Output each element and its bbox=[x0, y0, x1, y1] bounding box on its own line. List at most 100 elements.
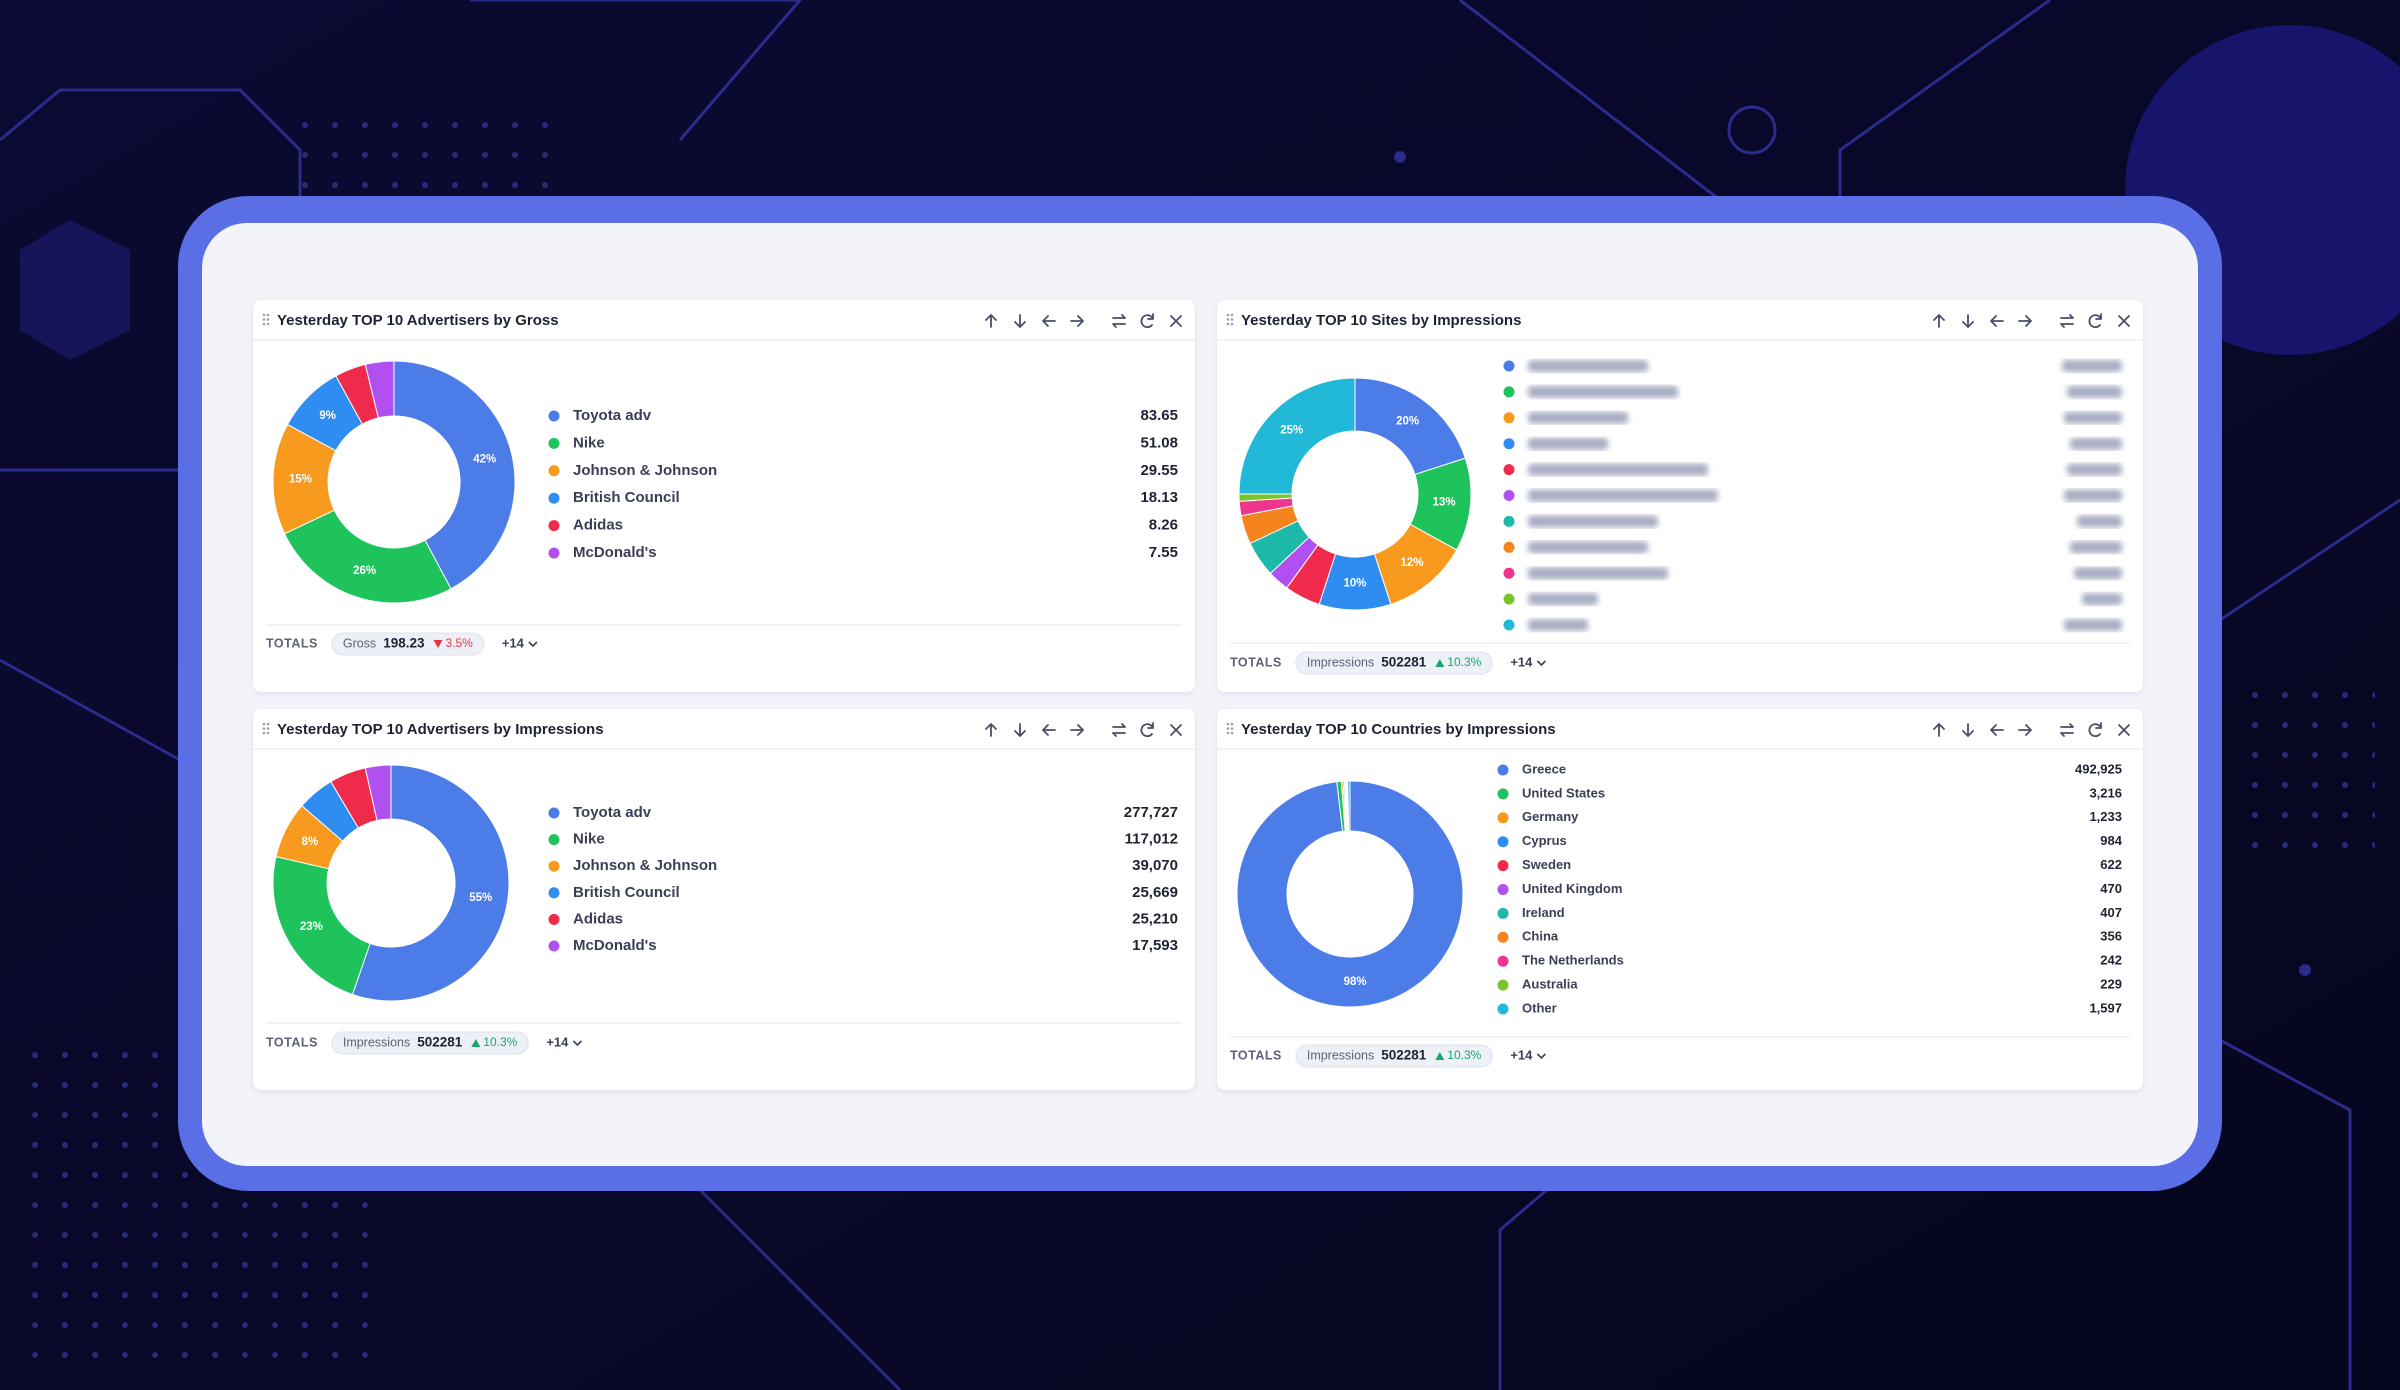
legend-value: 17,593 bbox=[1132, 937, 1178, 954]
legend-label[interactable]: Adidas bbox=[573, 910, 623, 927]
icon-up[interactable] bbox=[985, 314, 997, 328]
icon-swap[interactable] bbox=[1112, 314, 1126, 328]
icon-left[interactable] bbox=[1042, 724, 1056, 736]
icon-down[interactable] bbox=[1014, 723, 1026, 737]
legend-label[interactable]: British Council bbox=[573, 489, 680, 506]
donut-slice bbox=[351, 764, 510, 1002]
totals-metric: Impressions bbox=[343, 1035, 410, 1049]
totals-change: 10.3% bbox=[1447, 1048, 1481, 1062]
legend-label[interactable]: Australia bbox=[1522, 977, 1578, 992]
totals-value: 502281 bbox=[1381, 1048, 1427, 1063]
change-arrow bbox=[1435, 1052, 1445, 1060]
totals-label: TOTALS bbox=[1230, 1048, 1282, 1062]
totals-more[interactable]: +14 bbox=[1510, 654, 1533, 669]
legend-label[interactable]: United Kingdom bbox=[1522, 881, 1622, 896]
donut-slice bbox=[1347, 780, 1351, 832]
legend-marker bbox=[1503, 593, 1515, 605]
icon-swap[interactable] bbox=[2060, 723, 2074, 737]
icon-left[interactable] bbox=[1042, 315, 1056, 327]
icon-close[interactable] bbox=[2118, 724, 2130, 736]
donut-slice bbox=[1354, 377, 1466, 476]
legend-marker bbox=[1497, 788, 1509, 800]
legend-label[interactable]: China bbox=[1522, 929, 1559, 944]
icon-right[interactable] bbox=[1070, 315, 1084, 327]
legend-label[interactable]: Germany bbox=[1522, 809, 1579, 824]
chevron-down[interactable] bbox=[528, 641, 538, 648]
legend-label[interactable]: McDonald's bbox=[573, 937, 657, 954]
icon-up[interactable] bbox=[1933, 723, 1945, 737]
icon-refresh[interactable] bbox=[2088, 313, 2102, 329]
icon-right[interactable] bbox=[2018, 724, 2032, 736]
legend-value: 242 bbox=[2100, 953, 2122, 968]
blurred-value bbox=[2067, 463, 2122, 476]
totals-more[interactable]: +14 bbox=[1510, 1047, 1533, 1062]
deco-line bbox=[470, 0, 802, 141]
legend-value: 39,070 bbox=[1132, 857, 1178, 874]
icon-close[interactable] bbox=[2118, 315, 2130, 327]
legend-label[interactable]: Cyprus bbox=[1522, 833, 1567, 848]
legend-marker bbox=[1503, 541, 1515, 553]
blurred-label bbox=[1528, 437, 1608, 450]
legend-label[interactable]: Other bbox=[1522, 1000, 1557, 1015]
deco-dot-grid bbox=[2235, 680, 2375, 860]
slice-label: 23% bbox=[300, 921, 323, 933]
deco-line bbox=[1838, 0, 2051, 200]
blurred-label bbox=[1528, 541, 1648, 554]
icon-close[interactable] bbox=[1170, 724, 1182, 736]
drag-handle-dot bbox=[262, 722, 266, 726]
legend-value: 29.55 bbox=[1140, 462, 1178, 479]
totals-metric: Impressions bbox=[1307, 1048, 1374, 1062]
change-arrow bbox=[471, 1039, 481, 1047]
legend-label[interactable]: Adidas bbox=[573, 517, 623, 534]
legend-label[interactable]: Johnson & Johnson bbox=[573, 462, 717, 479]
legend-label[interactable]: Ireland bbox=[1522, 905, 1565, 920]
legend-label[interactable]: United States bbox=[1522, 785, 1605, 800]
blurred-label bbox=[1528, 489, 1718, 502]
legend-label[interactable]: Sweden bbox=[1522, 857, 1571, 872]
legend-value: 1,597 bbox=[2089, 1000, 2122, 1015]
totals-more[interactable]: +14 bbox=[546, 1034, 569, 1049]
legend-marker bbox=[1503, 490, 1515, 501]
totals-value: 502281 bbox=[417, 1035, 463, 1050]
drag-handle-dot bbox=[262, 731, 266, 735]
icon-swap[interactable] bbox=[2060, 314, 2074, 328]
legend-label[interactable]: The Netherlands bbox=[1522, 953, 1624, 968]
legend-label[interactable]: Johnson & Johnson bbox=[573, 857, 717, 874]
icon-down[interactable] bbox=[1962, 314, 1974, 328]
totals-pill bbox=[331, 632, 485, 656]
icon-down[interactable] bbox=[1962, 723, 1974, 737]
chevron-down[interactable] bbox=[1536, 660, 1546, 667]
legend-label[interactable]: McDonald's bbox=[573, 544, 657, 561]
legend-label[interactable]: Nike bbox=[573, 831, 605, 848]
totals-more[interactable]: +14 bbox=[502, 635, 525, 650]
icon-refresh[interactable] bbox=[2088, 722, 2102, 738]
widget-card bbox=[1217, 709, 2143, 1090]
chevron-down[interactable] bbox=[572, 1040, 582, 1047]
icon-up[interactable] bbox=[1933, 314, 1945, 328]
icon-swap[interactable] bbox=[1112, 723, 1126, 737]
legend-value: 51.08 bbox=[1140, 434, 1178, 451]
icon-up[interactable] bbox=[985, 723, 997, 737]
icon-close[interactable] bbox=[1170, 315, 1182, 327]
drag-handle-dot bbox=[266, 722, 270, 726]
blurred-label bbox=[1528, 593, 1598, 606]
drag-handle-dot bbox=[1226, 322, 1230, 326]
legend-label[interactable]: Toyota adv bbox=[573, 407, 652, 424]
legend-label[interactable]: Greece bbox=[1522, 761, 1566, 776]
icon-left[interactable] bbox=[1990, 724, 2004, 736]
chevron-down[interactable] bbox=[1536, 1053, 1546, 1060]
icon-right[interactable] bbox=[2018, 315, 2032, 327]
legend-label[interactable]: Nike bbox=[573, 434, 605, 451]
icon-refresh[interactable] bbox=[1140, 313, 1154, 329]
legend-label[interactable]: Toyota adv bbox=[573, 804, 652, 821]
icon-refresh[interactable] bbox=[1140, 722, 1154, 738]
drag-handle-dot bbox=[262, 313, 266, 317]
legend-marker bbox=[1497, 955, 1509, 967]
icon-right[interactable] bbox=[1070, 724, 1084, 736]
icon-down[interactable] bbox=[1014, 314, 1026, 328]
drag-handle-dot bbox=[262, 322, 266, 326]
icon-left[interactable] bbox=[1990, 315, 2004, 327]
drag-handle-dot bbox=[266, 318, 270, 321]
legend-marker bbox=[1503, 360, 1515, 372]
legend-label[interactable]: British Council bbox=[573, 884, 680, 901]
